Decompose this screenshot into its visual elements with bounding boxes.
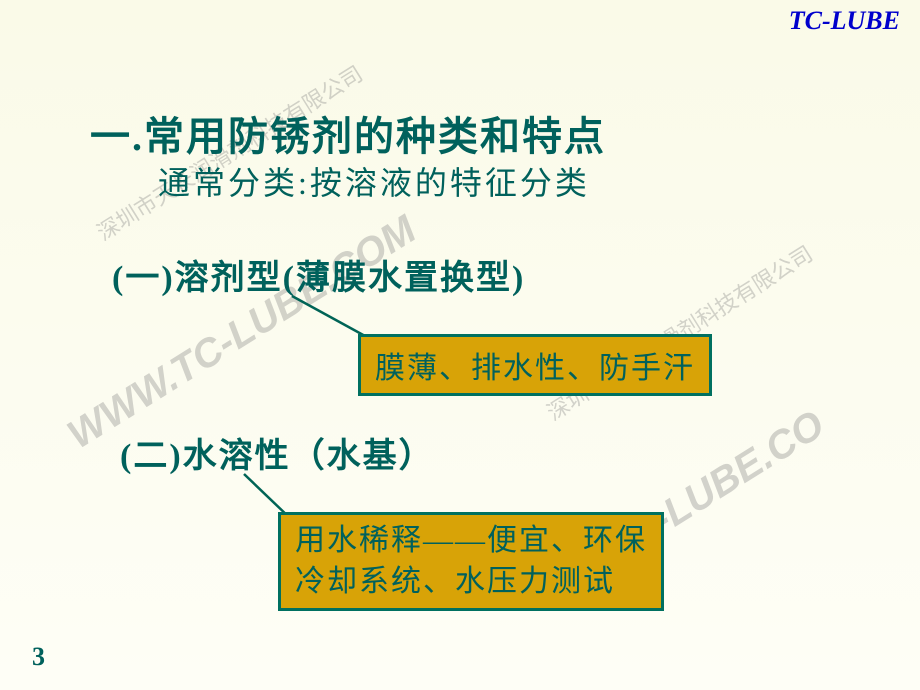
page-number: 3 — [32, 642, 45, 672]
brand-logo: TC-LUBE — [789, 6, 900, 36]
category-two-box: 用水稀释——便宜、环保 冷却系统、水压力测试 — [278, 512, 664, 611]
box2-line2: 冷却系统、水压力测试 — [295, 562, 647, 603]
category-one-box: 膜薄、排水性、防手汗 — [358, 334, 712, 396]
box2-line1: 用水稀释——便宜、环保 — [295, 521, 647, 562]
slide-subtitle: 通常分类:按溶液的特征分类 — [158, 158, 590, 204]
slide-title: 一.常用防锈剂的种类和特点 — [90, 104, 606, 162]
watermark-cn-2: 深圳市天长润滑剂科技有限公司 — [540, 237, 818, 427]
